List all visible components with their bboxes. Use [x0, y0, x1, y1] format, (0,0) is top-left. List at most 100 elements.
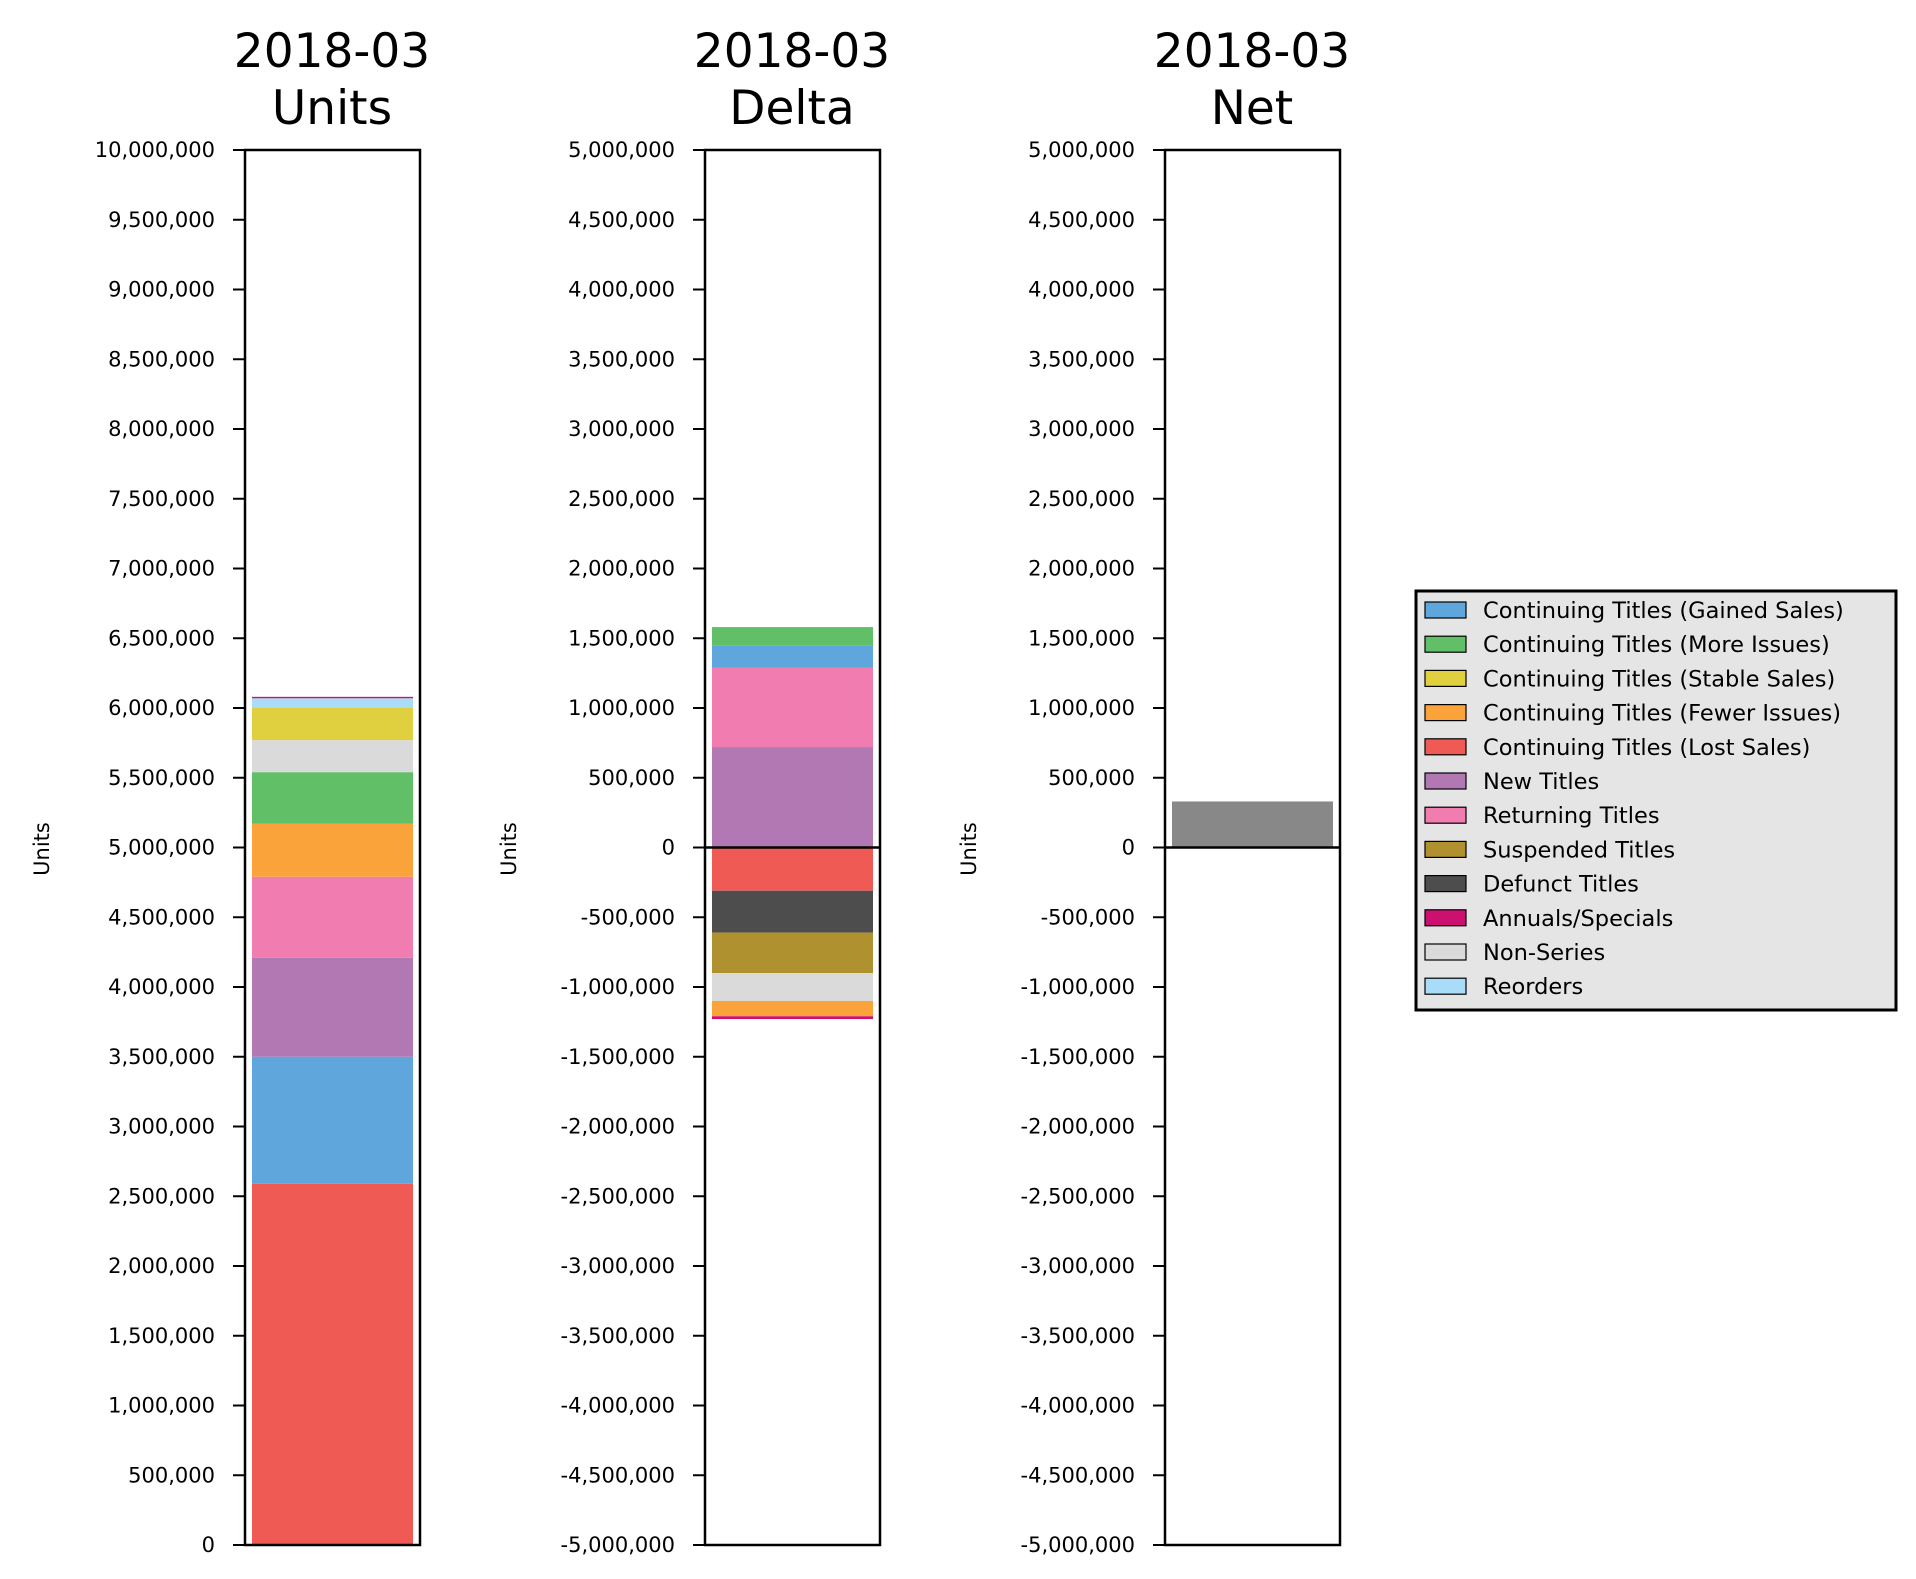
y-tick-label: 1,000,000	[108, 1394, 215, 1418]
legend-label-continuing-titles-lost-sales: Continuing Titles (Lost Sales)	[1483, 735, 1810, 761]
y-tick-label: 3,500,000	[1028, 347, 1135, 371]
bar-segment-non-series	[252, 740, 413, 773]
bar-segment-continuing-titles-fewer-issues	[252, 823, 413, 877]
y-tick-label: 2,500,000	[1028, 487, 1135, 511]
y-tick-label: 500,000	[588, 766, 675, 790]
y-tick-label: 0	[202, 1533, 215, 1557]
y-tick-label: 2,500,000	[108, 1184, 215, 1208]
bar-segment-annuals-specials	[252, 696, 413, 699]
net-panel-title-line2: Net	[1211, 81, 1294, 136]
bar-segment-new-titles	[712, 747, 873, 848]
net-panel-y-ticks: -5,000,000 -4,500,000 -4,000,000 -3,500,000…	[1021, 138, 1165, 1557]
units-panel-y-axis-label: Units	[30, 822, 54, 876]
bar-segment-continuing-titles-gained-sales	[252, 1056, 413, 1184]
y-tick-label: -3,000,000	[1021, 1254, 1135, 1278]
legend-label-defunct-titles: Defunct Titles	[1483, 872, 1639, 898]
y-tick-label: 5,000,000	[108, 836, 215, 860]
y-tick-label: 0	[662, 836, 675, 860]
units-panel-y-ticks: 0 500,000 1,000,000 1,500,000 2,000,000 2,500…	[95, 138, 245, 1557]
y-tick-label: -2,000,000	[561, 1115, 675, 1139]
y-tick-label: 2,000,000	[568, 557, 675, 581]
units-panel: 2018-03 Units Units 0 500,000 1,000,000 1,5…	[30, 24, 430, 1557]
y-tick-label: 5,000,000	[1028, 138, 1135, 162]
net-panel-frame	[1163, 148, 1342, 1547]
bar-segment-returning-titles	[712, 667, 873, 748]
y-tick-label: 500,000	[1048, 766, 1135, 790]
delta-panel-y-axis-label: Units	[497, 822, 521, 876]
y-tick-label: 4,500,000	[568, 208, 675, 232]
y-tick-label: 7,000,000	[108, 557, 215, 581]
legend-swatch-non-series	[1424, 943, 1467, 961]
y-tick-label: -2,000,000	[1021, 1115, 1135, 1139]
bar-segment-suspended-titles	[712, 932, 873, 974]
bar-segment-returning-titles	[252, 876, 413, 958]
legend-label-suspended-titles: Suspended Titles	[1483, 837, 1675, 863]
legend-swatch-reorders	[1424, 977, 1467, 995]
y-tick-label: -1,500,000	[1021, 1045, 1135, 1069]
legend-swatch-continuing-titles-lost-sales	[1424, 738, 1467, 756]
y-tick-label: 3,000,000	[568, 417, 675, 441]
bar-segment-new-titles	[252, 957, 413, 1057]
y-tick-label: 9,500,000	[108, 208, 215, 232]
bar-segment-non-series	[712, 973, 873, 1001]
bar-segment-continuing-titles-stable-sales	[252, 708, 413, 741]
legend-box	[1414, 589, 1898, 1012]
legend-label-new-titles: New Titles	[1483, 769, 1599, 795]
bar-segment-continuing-titles-gained-sales	[712, 645, 873, 668]
y-tick-label: -500,000	[581, 905, 675, 929]
y-tick-label: -3,500,000	[1021, 1324, 1135, 1348]
bar-segment-reorders	[252, 698, 413, 708]
legend-entries: Continuing Titles (Gained Sales) Continui…	[1424, 598, 1844, 1000]
y-tick-label: -1,500,000	[561, 1045, 675, 1069]
y-tick-label: 1,500,000	[1028, 626, 1135, 650]
y-tick-label: 2,000,000	[1028, 557, 1135, 581]
legend-swatch-annuals-specials	[1424, 909, 1467, 927]
y-tick-label: 5,500,000	[108, 766, 215, 790]
y-tick-label: 3,500,000	[568, 347, 675, 371]
legend: Continuing Titles (Gained Sales) Continui…	[1414, 589, 1898, 1012]
legend-swatch-continuing-titles-more-issues	[1424, 635, 1467, 653]
bar-segment-net	[1172, 801, 1333, 848]
y-tick-label: 7,500,000	[108, 487, 215, 511]
y-tick-label: 2,000,000	[108, 1254, 215, 1278]
y-tick-label: 500,000	[128, 1463, 215, 1487]
net-panel-title-line1: 2018-03	[1154, 24, 1350, 79]
legend-swatch-new-titles	[1424, 772, 1467, 790]
delta-panel-y-ticks: -5,000,000 -4,500,000 -4,000,000 -3,500,000…	[561, 138, 705, 1557]
bar-segment-annuals-specials	[712, 1016, 873, 1020]
net-panel: 2018-03 Net Units -5,000,000 -4,500,000 -4…	[957, 24, 1350, 1557]
y-tick-label: -3,000,000	[561, 1254, 675, 1278]
legend-label-continuing-titles-stable-sales: Continuing Titles (Stable Sales)	[1483, 666, 1835, 692]
delta-panel-frame	[703, 148, 882, 1547]
legend-swatch-suspended-titles	[1424, 840, 1467, 859]
delta-panel-bars	[712, 627, 873, 1020]
legend-label-annuals-specials: Annuals/Specials	[1483, 906, 1673, 932]
legend-swatch-continuing-titles-fewer-issues	[1424, 703, 1467, 722]
delta-panel-title-line1: 2018-03	[694, 24, 890, 79]
y-tick-label: 4,500,000	[108, 905, 215, 929]
y-tick-label: 1,500,000	[108, 1324, 215, 1348]
delta-panel-title-line2: Delta	[729, 81, 854, 136]
y-tick-label: 4,000,000	[108, 975, 215, 999]
legend-label-continuing-titles-gained-sales: Continuing Titles (Gained Sales)	[1483, 598, 1844, 624]
y-tick-label: 2,500,000	[568, 487, 675, 511]
legend-swatch-returning-titles	[1424, 806, 1467, 824]
y-tick-label: -4,000,000	[561, 1394, 675, 1418]
y-tick-label: -1,000,000	[561, 975, 675, 999]
units-panel-title-line1: 2018-03	[234, 24, 430, 79]
y-tick-label: -5,000,000	[561, 1533, 675, 1557]
y-tick-label: 3,500,000	[108, 1045, 215, 1069]
y-tick-label: -4,500,000	[561, 1463, 675, 1487]
legend-label-non-series: Non-Series	[1483, 940, 1605, 966]
y-tick-label: 1,000,000	[1028, 696, 1135, 720]
bar-segment-continuing-titles-lost-sales	[712, 847, 873, 891]
legend-label-returning-titles: Returning Titles	[1483, 803, 1660, 829]
y-tick-label: 8,000,000	[108, 417, 215, 441]
y-tick-label: 0	[1122, 836, 1135, 860]
y-tick-label: 1,500,000	[568, 626, 675, 650]
delta-panel: 2018-03 Delta Units -5,000,000 -4,500,000…	[497, 24, 890, 1557]
y-tick-label: 4,000,000	[1028, 278, 1135, 302]
y-tick-label: 6,000,000	[108, 696, 215, 720]
bar-segment-continuing-titles-more-issues	[712, 627, 873, 646]
